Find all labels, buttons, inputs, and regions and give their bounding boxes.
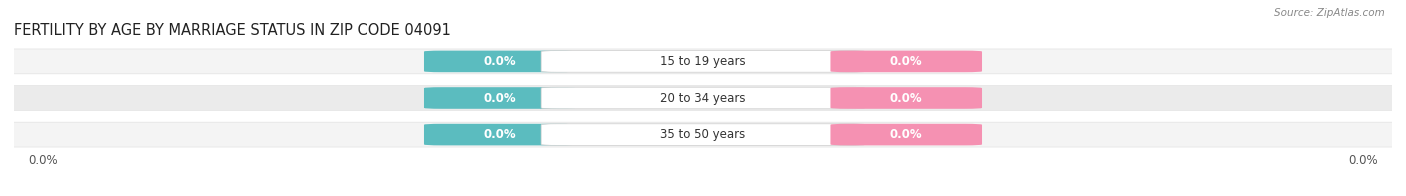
FancyBboxPatch shape [0,49,1406,74]
FancyBboxPatch shape [831,87,981,109]
FancyBboxPatch shape [541,124,865,145]
Text: FERTILITY BY AGE BY MARRIAGE STATUS IN ZIP CODE 04091: FERTILITY BY AGE BY MARRIAGE STATUS IN Z… [14,23,451,38]
FancyBboxPatch shape [425,124,575,145]
Text: 0.0%: 0.0% [890,55,922,68]
FancyBboxPatch shape [0,122,1406,147]
Text: 0.0%: 0.0% [890,128,922,141]
Text: Source: ZipAtlas.com: Source: ZipAtlas.com [1274,8,1385,18]
FancyBboxPatch shape [831,124,981,145]
Text: 20 to 34 years: 20 to 34 years [661,92,745,104]
Text: 35 to 50 years: 35 to 50 years [661,128,745,141]
Text: 0.0%: 0.0% [484,128,516,141]
Text: 0.0%: 0.0% [890,92,922,104]
FancyBboxPatch shape [425,51,575,72]
Text: 0.0%: 0.0% [484,92,516,104]
FancyBboxPatch shape [541,87,865,109]
Text: 0.0%: 0.0% [484,55,516,68]
Text: 0.0%: 0.0% [1348,154,1378,167]
FancyBboxPatch shape [0,86,1406,110]
Text: 0.0%: 0.0% [28,154,58,167]
FancyBboxPatch shape [541,51,865,72]
FancyBboxPatch shape [425,87,575,109]
FancyBboxPatch shape [831,51,981,72]
Text: 15 to 19 years: 15 to 19 years [661,55,745,68]
